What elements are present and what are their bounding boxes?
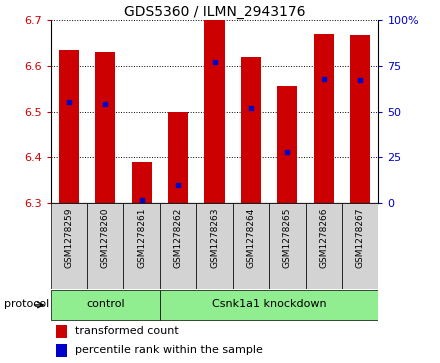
Text: Csnk1a1 knockdown: Csnk1a1 knockdown [212,299,326,309]
Bar [51,290,160,319]
Bar [51,203,87,289]
Text: protocol: protocol [4,299,50,309]
Bar [55,344,67,357]
Text: GSM1278261: GSM1278261 [137,208,146,268]
Bar [205,20,224,203]
Text: GSM1278259: GSM1278259 [64,208,73,268]
Bar [168,112,188,203]
Bar [59,50,79,203]
Text: GSM1278267: GSM1278267 [356,208,365,268]
Bar [314,34,334,203]
Bar [196,203,233,289]
Bar [87,203,124,289]
Bar [269,203,305,289]
Text: GSM1278260: GSM1278260 [101,208,110,268]
Bar [160,203,196,289]
Text: GSM1278265: GSM1278265 [283,208,292,268]
Bar [160,290,378,319]
Text: GSM1278266: GSM1278266 [319,208,328,268]
Bar [132,162,152,203]
Title: GDS5360 / ILMN_2943176: GDS5360 / ILMN_2943176 [124,5,305,19]
Text: percentile rank within the sample: percentile rank within the sample [75,346,263,355]
Bar [233,203,269,289]
Bar [342,203,378,289]
Bar [350,34,370,203]
Text: GSM1278264: GSM1278264 [246,208,256,268]
Bar [124,203,160,289]
Text: transformed count: transformed count [75,326,179,337]
Bar [305,203,342,289]
Text: GSM1278263: GSM1278263 [210,208,219,268]
Text: GSM1278262: GSM1278262 [173,208,183,268]
Bar [95,52,115,203]
Text: control: control [86,299,125,309]
Bar [241,57,261,203]
Bar [277,86,297,203]
Bar [55,325,67,338]
